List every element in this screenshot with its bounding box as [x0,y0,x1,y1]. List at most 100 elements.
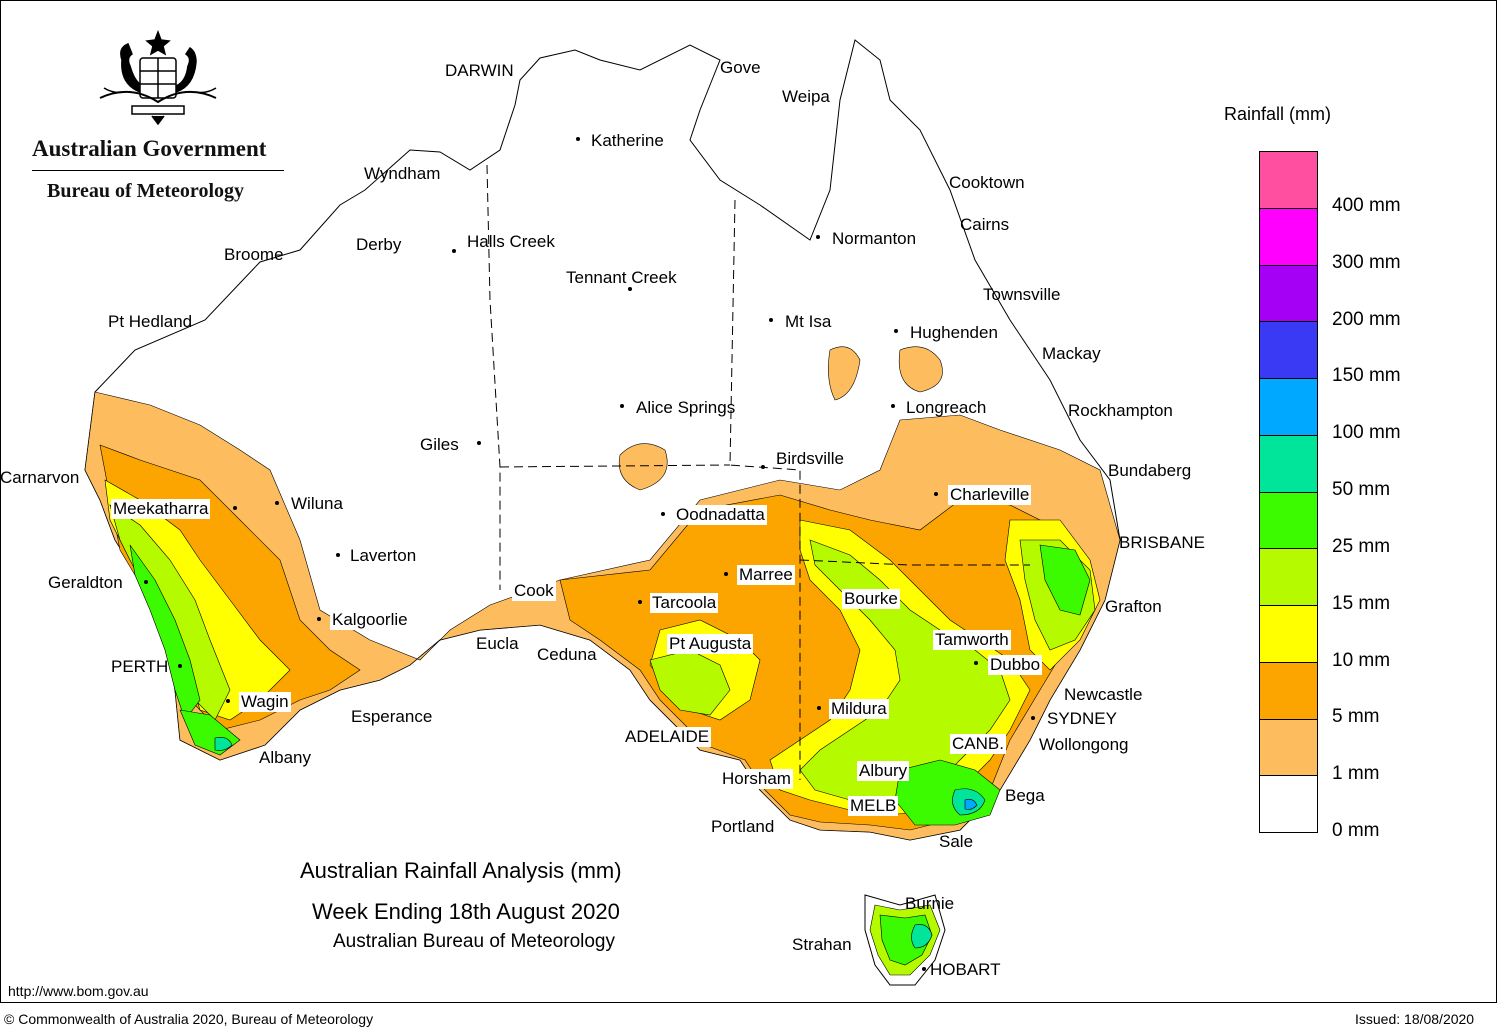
city-broome: Broome [224,245,284,264]
city-portland: Portland [711,817,775,836]
city-pt-hedland: Pt Hedland [108,312,193,331]
city-melbourne: MELB [848,796,899,816]
city-laverton: Laverton [350,546,417,565]
legend-label: 15 mm [1332,592,1391,614]
location-dot [317,617,321,621]
issued-date: Issued: 18/08/2020 [1355,1011,1475,1027]
legend-swatch [1260,776,1317,832]
copyright-notice: © Commonwealth of Australia 2020, Bureau… [4,1011,374,1027]
city-sale: Sale [939,832,974,851]
logo-divider [32,170,284,171]
location-dot [336,553,340,557]
map-title: Australian Rainfall Analysis (mm) [300,858,622,883]
legend-swatch [1260,208,1317,266]
city-adelaide: ADELAIDE [623,727,712,747]
city-geraldton: Geraldton [48,573,123,592]
city-brisbane: BRISBANE [1119,533,1205,552]
legend-swatch [1260,435,1317,493]
city-esperance: Esperance [351,707,433,726]
city-alice-springs: Alice Springs [636,398,736,417]
city-cooktown: Cooktown [949,173,1025,192]
city-kalgoorlie: Kalgoorlie [330,610,410,630]
city-wyndham: Wyndham [364,164,441,183]
legend-color-bar [1259,151,1318,833]
location-dot [769,318,773,322]
legend-label: 25 mm [1332,535,1391,557]
location-dot [891,404,895,408]
city-wiluna: Wiluna [291,494,343,513]
city-halls-creek: Halls Creek [467,232,555,251]
city-wollongong: Wollongong [1039,735,1129,754]
location-dot [226,699,230,703]
city-oodnadatta: Oodnadatta [674,505,767,525]
location-dot [275,501,279,505]
city-derby: Derby [356,235,402,254]
legend-label: 200 mm [1332,308,1401,330]
agency-name: Bureau of Meteorology [47,180,245,202]
legend-label: 300 mm [1332,251,1401,273]
location-dot [934,492,938,496]
location-dot [477,441,481,445]
city-mt-isa: Mt Isa [785,312,832,331]
city-tarcoola: Tarcoola [650,593,719,613]
location-dot [817,706,821,710]
city-dubbo: Dubbo [988,655,1043,675]
city-marree: Marree [737,565,795,585]
location-dot [628,287,632,291]
location-dot [620,404,624,408]
city-horsham: Horsham [720,769,793,789]
location-dot [452,249,456,253]
city-bourke: Bourke [842,589,900,609]
city-normanton: Normanton [832,229,917,248]
location-dot [144,580,148,584]
legend-swatch [1260,719,1317,777]
city-katherine: Katherine [591,131,664,150]
legend-label: 150 mm [1332,365,1401,387]
city-eucla: Eucla [476,634,519,653]
city-newcastle: Newcastle [1064,685,1143,704]
location-dot [178,664,182,668]
map-source: Australian Bureau of Meteorology [333,931,615,952]
city-ceduna: Ceduna [537,645,597,664]
coat-of-arms-logo [99,29,217,126]
city-tamworth: Tamworth [933,630,1011,650]
legend-swatch [1260,322,1317,379]
city-bundaberg: Bundaberg [1108,461,1192,480]
city-mildura: Mildura [829,699,889,719]
legend-label: 50 mm [1332,479,1391,500]
city-giles: Giles [420,435,459,454]
city-albury: Albury [857,761,910,781]
location-dot [974,661,978,665]
location-dot [1031,716,1035,720]
legend-swatch [1260,606,1317,663]
location-dot [724,572,728,576]
legend-swatch [1260,265,1317,323]
city-bega: Bega [1005,786,1045,805]
location-dot [233,506,237,510]
legend-label: 10 mm [1332,649,1391,671]
city-meekatharra: Meekatharra [111,499,211,519]
city-cook: Cook [512,581,556,601]
city-albany: Albany [259,748,311,767]
legend-title: Rainfall (mm) [1224,104,1332,124]
city-grafton: Grafton [1105,597,1162,616]
city-rockhampton: Rockhampton [1068,401,1173,420]
legend-label: 0 mm [1332,820,1380,841]
government-name: Australian Government [32,136,267,161]
city-sydney: SYDNEY [1047,709,1117,728]
city-birdsville: Birdsville [776,449,845,468]
legend-label: 5 mm [1332,706,1380,728]
city-gove: Gove [720,58,761,77]
state-borders [486,164,1030,780]
legend-swatch [1260,492,1317,550]
website-link[interactable]: http://www.bom.gov.au [8,983,149,999]
city-canberra: CANB. [950,734,1006,754]
city-hobart: HOBART [930,960,1001,979]
city-darwin: DARWIN [445,61,514,80]
legend-swatch [1260,662,1317,720]
legend-swatch [1260,152,1317,209]
city-tennant-creek: Tennant Creek [566,268,677,287]
legend-swatch [1260,549,1317,606]
location-dot [922,967,926,971]
location-dot [761,465,765,469]
